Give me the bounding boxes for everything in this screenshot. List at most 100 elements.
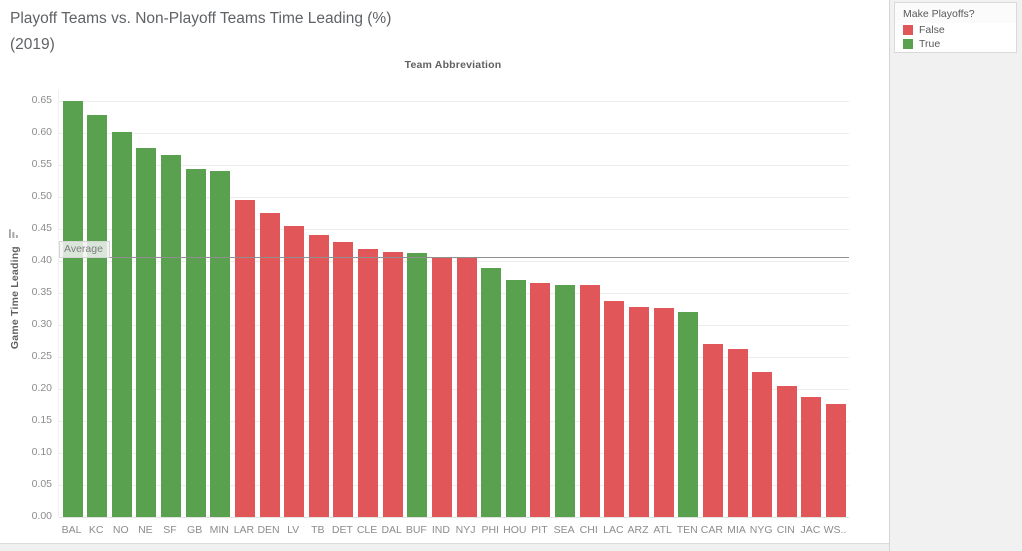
x-tick-label: DAL: [381, 524, 402, 536]
bar-KC[interactable]: [87, 115, 108, 517]
bar-SEA[interactable]: [555, 284, 576, 517]
legend-label-false: False: [919, 24, 945, 36]
bar-MIA[interactable]: [727, 348, 748, 517]
bar-TEN[interactable]: [678, 311, 699, 517]
x-tick-label: SF: [163, 524, 177, 536]
legend-panel: Make Playoffs? False True: [889, 0, 1022, 551]
gridline: [59, 229, 849, 230]
gridline: [59, 517, 849, 518]
x-tick-label: LAR: [233, 524, 255, 536]
x-tick-label: HOU: [503, 524, 527, 536]
chart-region: Playoff Teams vs. Non-Playoff Teams Time…: [0, 6, 889, 551]
x-tick-label: DET: [331, 524, 353, 536]
bar-NE[interactable]: [136, 147, 157, 517]
bar-CAR[interactable]: [702, 344, 723, 517]
y-tick-label: 0.30: [31, 318, 52, 330]
x-tick-label: MIA: [727, 524, 746, 536]
legend-title: Make Playoffs?: [895, 3, 1016, 23]
x-tick-label: NYJ: [455, 524, 476, 536]
bar-CIN[interactable]: [776, 385, 797, 517]
x-tick-label: KC: [88, 524, 104, 536]
y-tick-label: 0.65: [31, 94, 52, 106]
legend-item-true[interactable]: True: [895, 37, 1016, 51]
y-tick-label: 0.10: [31, 446, 52, 458]
average-reference-line[interactable]: [59, 257, 849, 259]
y-tick-label: 0.40: [31, 254, 52, 266]
legend-card: Make Playoffs? False True: [894, 2, 1017, 53]
x-tick-label: PHI: [481, 524, 499, 536]
gridline: [59, 357, 849, 358]
x-tick-label: NO: [112, 524, 129, 536]
plot-area: Average: [58, 90, 849, 518]
y-tick-label: 0.15: [31, 414, 52, 426]
y-tick-label: 0.20: [31, 382, 52, 394]
x-tick-label: GB: [187, 524, 203, 536]
bar-TB[interactable]: [308, 234, 329, 517]
x-tick-label: ATL: [653, 524, 672, 536]
gridline: [59, 133, 849, 134]
x-tick-label: BAL: [61, 524, 82, 536]
x-tick-label: MIN: [209, 524, 229, 536]
legend-swatch-true: [903, 39, 913, 49]
bar-GB[interactable]: [185, 168, 206, 517]
x-tick-label: TEN: [676, 524, 698, 536]
bar-ARZ[interactable]: [628, 307, 649, 517]
bar-MIN[interactable]: [210, 170, 231, 517]
bar-LAR[interactable]: [234, 199, 255, 517]
gridline: [59, 165, 849, 166]
bar-LAC[interactable]: [604, 301, 625, 517]
bar-NO[interactable]: [111, 132, 132, 517]
bar-PHI[interactable]: [481, 268, 502, 517]
y-axis-title: Game Time Leading: [9, 228, 21, 349]
x-tick-label: ARZ: [627, 524, 649, 536]
bar-DAL[interactable]: [382, 252, 403, 517]
chart-title-line2: (2019): [10, 36, 55, 53]
bar-ATL[interactable]: [653, 308, 674, 517]
bar-LV[interactable]: [284, 225, 305, 517]
bar-NYG[interactable]: [752, 372, 773, 517]
x-tick-label: CLE: [356, 524, 378, 536]
bottom-scroll-strip[interactable]: [0, 543, 889, 551]
bar-SF[interactable]: [161, 154, 182, 517]
x-tick-label: CAR: [700, 524, 723, 536]
sort-descending-icon[interactable]: [9, 228, 21, 238]
bar-WS[interactable]: [826, 403, 847, 517]
chart-title: Playoff Teams vs. Non-Playoff Teams Time…: [10, 6, 391, 58]
y-tick-label: 0.05: [31, 478, 52, 490]
bar-JAC[interactable]: [801, 397, 822, 517]
gridline: [59, 197, 849, 198]
x-tick-label: BUF: [405, 524, 427, 536]
legend-item-false[interactable]: False: [895, 23, 1016, 37]
gridline: [59, 421, 849, 422]
gridline: [59, 485, 849, 486]
x-axis-title: Team Abbreviation: [404, 59, 502, 71]
bar-HOU[interactable]: [505, 280, 526, 517]
bar-DET[interactable]: [333, 241, 354, 517]
x-tick-label: LAC: [603, 524, 624, 536]
y-tick-label: 0.45: [31, 222, 52, 234]
x-tick-label: CIN: [776, 524, 795, 536]
legend-label-true: True: [919, 38, 941, 50]
y-tick-label: 0.35: [31, 286, 52, 298]
x-tick-label: LV: [287, 524, 300, 536]
x-tick-label: WS..: [823, 524, 847, 536]
y-tick-label: 0.55: [31, 158, 52, 170]
gridline: [59, 261, 849, 262]
average-reference-label: Average: [59, 241, 110, 259]
bar-BUF[interactable]: [407, 252, 428, 517]
bar-CLE[interactable]: [358, 248, 379, 517]
bar-PIT[interactable]: [530, 282, 551, 517]
bar-NYJ[interactable]: [456, 257, 477, 517]
bar-IND[interactable]: [431, 256, 452, 517]
gridline: [59, 453, 849, 454]
y-tick-label: 0.60: [31, 126, 52, 138]
x-tick-label: PIT: [531, 524, 548, 536]
bar-BAL[interactable]: [62, 101, 83, 517]
bar-CHI[interactable]: [579, 285, 600, 517]
y-tick-label: 0.00: [31, 510, 52, 522]
bar-DEN[interactable]: [259, 213, 280, 517]
x-tick-label: NYG: [749, 524, 773, 536]
y-tick-label: 0.50: [31, 190, 52, 202]
gridline: [59, 325, 849, 326]
x-tick-label: DEN: [257, 524, 280, 536]
